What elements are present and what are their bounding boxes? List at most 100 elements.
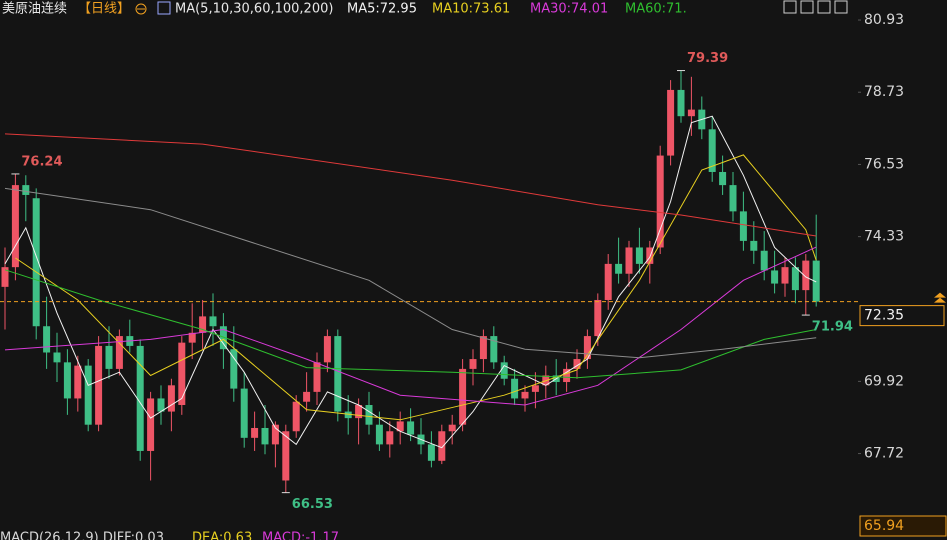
candle-body bbox=[32, 198, 40, 327]
candle-body bbox=[323, 336, 331, 363]
candle-body bbox=[739, 211, 747, 241]
candle-body bbox=[479, 336, 487, 360]
ma-line bbox=[4, 246, 817, 406]
footer-label: DEA:0.63 bbox=[192, 531, 252, 540]
candle-body bbox=[615, 263, 623, 274]
candle-body bbox=[812, 260, 820, 302]
tool-button[interactable] bbox=[834, 0, 848, 14]
candle-body bbox=[750, 240, 758, 251]
candle-body bbox=[282, 431, 290, 481]
y-tick-label: 80.93 bbox=[864, 12, 904, 28]
candle-body bbox=[1, 267, 9, 287]
candle-body bbox=[635, 247, 643, 264]
tool-button[interactable] bbox=[800, 0, 814, 14]
candle-body bbox=[11, 185, 19, 268]
candle-body bbox=[271, 424, 279, 445]
y-tick-label: 67.72 bbox=[864, 446, 904, 462]
candle-body bbox=[74, 365, 82, 399]
extreme-label: 66.53 bbox=[292, 497, 333, 512]
candle-body bbox=[157, 398, 165, 412]
candle-body bbox=[719, 171, 727, 186]
extreme-label: 76.24 bbox=[21, 154, 62, 169]
candle-body bbox=[355, 405, 363, 419]
candle-body bbox=[209, 316, 217, 327]
legend-label: MA5:72.95 bbox=[347, 2, 417, 17]
candle-body bbox=[313, 362, 321, 392]
candle-body bbox=[95, 345, 103, 425]
ma-line bbox=[15, 154, 817, 421]
candle-body bbox=[771, 270, 779, 284]
ma-line bbox=[4, 133, 817, 237]
legend-label: MA30:74.01 bbox=[530, 2, 608, 17]
candle-body bbox=[407, 421, 415, 435]
tool-button[interactable] bbox=[817, 0, 831, 14]
candle-body bbox=[469, 359, 477, 369]
candle-body bbox=[386, 431, 394, 445]
candle-body bbox=[604, 263, 612, 300]
y-tick-label: 69.92 bbox=[864, 373, 904, 389]
candle-body bbox=[531, 385, 539, 392]
candle-body bbox=[781, 267, 789, 284]
candle-body bbox=[219, 326, 227, 350]
candle-body bbox=[334, 336, 342, 412]
ma-line bbox=[4, 115, 817, 449]
candle-body bbox=[292, 401, 300, 432]
extreme-label: 71.94 bbox=[812, 320, 853, 335]
candle-body bbox=[396, 421, 404, 432]
candle-body bbox=[167, 385, 175, 412]
candle-body bbox=[188, 332, 196, 343]
footer-label: MACD(26,12,9) DIFF:0.03 bbox=[0, 531, 164, 540]
candle-body bbox=[687, 109, 695, 117]
candle-body bbox=[344, 411, 352, 419]
candle-body bbox=[490, 336, 498, 363]
candle-body bbox=[708, 129, 716, 172]
candle-body bbox=[667, 89, 675, 156]
y-range-label: 65.94 bbox=[864, 518, 904, 534]
extreme-label: 79.39 bbox=[687, 51, 728, 66]
y-tick-label: 78.73 bbox=[864, 84, 904, 100]
candle-body bbox=[115, 336, 123, 369]
candle-body bbox=[251, 427, 259, 438]
candle-body bbox=[53, 352, 61, 363]
candle-body bbox=[791, 267, 799, 291]
candles bbox=[1, 70, 820, 493]
candle-body bbox=[802, 260, 810, 291]
candle-body bbox=[438, 431, 446, 461]
candle-body bbox=[22, 185, 30, 195]
last-price-box bbox=[859, 305, 945, 327]
tool-button[interactable] bbox=[783, 0, 797, 14]
candle-body bbox=[656, 155, 664, 248]
candle-body bbox=[105, 345, 113, 369]
candle-body bbox=[729, 185, 737, 212]
indicator: MA(5,10,30,60,100,200) bbox=[175, 2, 333, 17]
candle-body bbox=[594, 299, 602, 337]
candle-body bbox=[303, 391, 311, 402]
candle-body bbox=[625, 247, 633, 274]
candle-body bbox=[147, 398, 155, 451]
footer-label: MACD:-1.17 bbox=[262, 531, 339, 540]
zoom-icon[interactable] bbox=[135, 3, 147, 15]
candle-body bbox=[63, 362, 71, 399]
candle-body bbox=[500, 362, 508, 379]
legend-label: MA60:71. bbox=[625, 2, 687, 17]
candle-body bbox=[677, 89, 685, 117]
candle-body bbox=[573, 359, 581, 369]
candle-body bbox=[583, 336, 591, 360]
candle-body bbox=[43, 326, 51, 353]
candle-body bbox=[84, 365, 92, 425]
candle-body bbox=[760, 250, 768, 271]
y-tick-label: 74.33 bbox=[864, 229, 904, 245]
y-tick-label: 76.53 bbox=[864, 156, 904, 172]
chart-title: 美原油连续 bbox=[2, 1, 67, 17]
candle-body bbox=[375, 424, 383, 445]
candle-body bbox=[459, 368, 467, 425]
candle-body bbox=[240, 388, 248, 438]
legend-label: MA10:73.61 bbox=[432, 2, 510, 17]
candle-body bbox=[230, 349, 238, 389]
ma-line bbox=[4, 269, 817, 379]
toolbar bbox=[783, 0, 848, 14]
indicator-icon[interactable] bbox=[157, 1, 171, 15]
candle-body bbox=[563, 368, 571, 383]
